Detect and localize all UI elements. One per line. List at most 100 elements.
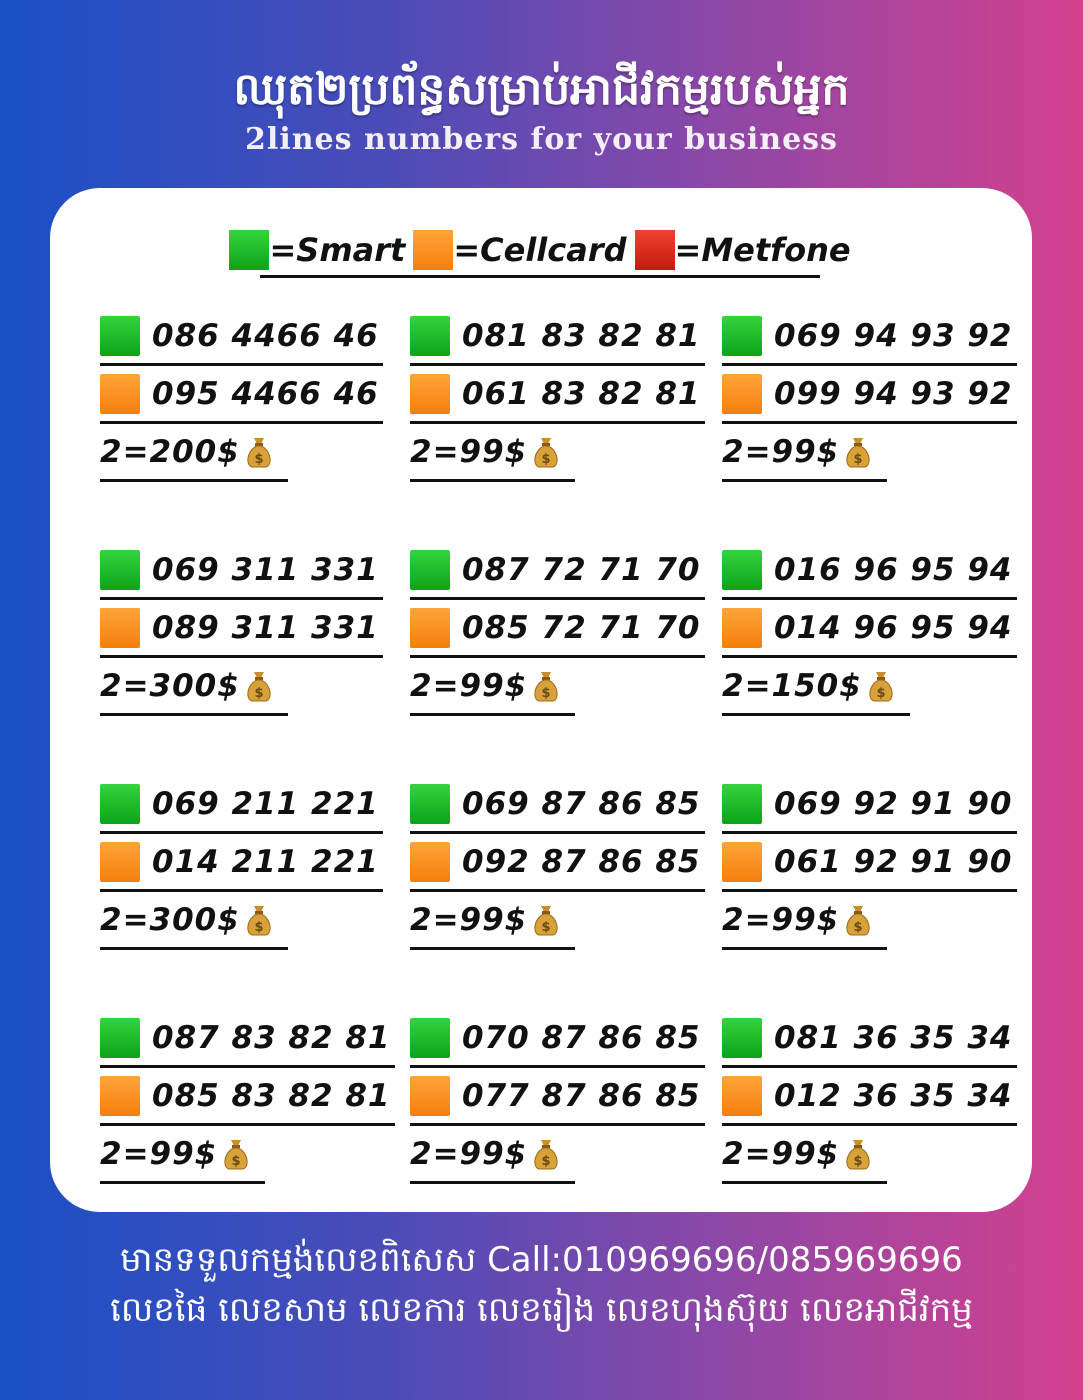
cellcard-number-line: 012 36 35 34 [722, 1068, 1017, 1126]
cellcard-number-line: 085 72 71 70 [410, 600, 705, 658]
green-square-icon [100, 783, 140, 824]
price: 2=300$ [100, 901, 240, 938]
price: 2=300$ [100, 667, 240, 704]
price: 2=99$ [722, 433, 840, 470]
svg-text:$: $ [854, 920, 863, 935]
money-bag-icon: $ [846, 437, 870, 467]
smart-number-line: 016 96 95 94 [722, 542, 1017, 600]
svg-text:$: $ [542, 452, 551, 467]
legend-smart: =Smart [229, 229, 406, 270]
green-square-icon [722, 783, 762, 824]
orange-square-icon [100, 841, 140, 882]
money-bag-icon: $ [869, 671, 893, 701]
green-square-icon [410, 783, 450, 824]
money-bag-icon: $ [247, 905, 271, 935]
money-bag-icon: $ [224, 1139, 248, 1169]
smart-number-line: 069 87 86 85 [410, 776, 705, 834]
price-line: 2=150$ $ [722, 658, 910, 716]
price: 2=99$ [410, 433, 528, 470]
svg-text:$: $ [542, 686, 551, 701]
footer-categories: លេខផៃ លេខសាម លេខការ លេខរៀង លេខហុងស៊ុយ លេ… [110, 1290, 973, 1330]
number-pair: 069 94 93 92 099 94 93 92 2=99$ $ [722, 308, 1017, 482]
price: 2=99$ [722, 1135, 840, 1172]
cellcard-number: 099 94 93 92 [774, 375, 1013, 412]
cellcard-number: 012 36 35 34 [774, 1077, 1013, 1114]
cellcard-number: 061 83 82 81 [462, 375, 701, 412]
number-pair: 081 83 82 81 061 83 82 81 2=99$ $ [410, 308, 705, 482]
smart-number: 069 211 221 [152, 785, 379, 822]
cellcard-number-line: 089 311 331 [100, 600, 383, 658]
smart-number: 069 311 331 [152, 551, 379, 588]
number-pair: 069 311 331 089 311 331 2=300$ $ [100, 542, 383, 716]
orange-square-icon [410, 607, 450, 648]
cellcard-number: 014 96 95 94 [774, 609, 1013, 646]
price: 2=99$ [410, 1135, 528, 1172]
money-bag-icon: $ [534, 905, 558, 935]
orange-square-icon [722, 607, 762, 648]
svg-text:$: $ [854, 452, 863, 467]
orange-square-icon [410, 373, 450, 414]
orange-square-icon [410, 1075, 450, 1116]
numbers-card: =Smart =Cellcard =Metfone 086 4466 46 095… [50, 188, 1032, 1212]
smart-number-line: 069 94 93 92 [722, 308, 1017, 366]
green-square-icon [410, 1017, 450, 1058]
money-bag-icon: $ [534, 1139, 558, 1169]
legend-label: =Smart [269, 230, 406, 269]
svg-text:$: $ [854, 1154, 863, 1169]
green-square-icon [100, 1017, 140, 1058]
number-pair: 070 87 86 85 077 87 86 85 2=99$ $ [410, 1010, 705, 1184]
cellcard-number: 095 4466 46 [152, 375, 379, 412]
smart-number-line: 069 211 221 [100, 776, 383, 834]
cellcard-number: 085 72 71 70 [462, 609, 701, 646]
legend-label: =Metfone [674, 230, 851, 269]
price-line: 2=200$ $ [100, 424, 288, 482]
red-square-icon [634, 229, 675, 270]
svg-text:$: $ [542, 1154, 551, 1169]
cellcard-number-line: 061 83 82 81 [410, 366, 705, 424]
smart-number: 069 94 93 92 [774, 317, 1013, 354]
number-pair: 016 96 95 94 014 96 95 94 2=150$ $ [722, 542, 1017, 716]
smart-number-line: 081 83 82 81 [410, 308, 705, 366]
cellcard-number-line: 092 87 86 85 [410, 834, 705, 892]
number-pair: 069 87 86 85 092 87 86 85 2=99$ $ [410, 776, 705, 950]
cellcard-number-line: 014 211 221 [100, 834, 383, 892]
green-square-icon [722, 1017, 762, 1058]
number-pair: 081 36 35 34 012 36 35 34 2=99$ $ [722, 1010, 1017, 1184]
green-square-icon [100, 549, 140, 590]
number-pair: 069 92 91 90 061 92 91 90 2=99$ $ [722, 776, 1017, 950]
cellcard-number-line: 061 92 91 90 [722, 834, 1017, 892]
number-pair: 087 72 71 70 085 72 71 70 2=99$ $ [410, 542, 705, 716]
cellcard-number: 061 92 91 90 [774, 843, 1013, 880]
svg-text:$: $ [876, 686, 885, 701]
smart-number: 069 92 91 90 [774, 785, 1013, 822]
smart-number-line: 069 92 91 90 [722, 776, 1017, 834]
price-line: 2=99$ $ [410, 1126, 576, 1184]
number-pair: 086 4466 46 095 4466 46 2=200$ $ [100, 308, 383, 482]
price-line: 2=99$ $ [722, 1126, 888, 1184]
cellcard-number-line: 085 83 82 81 [100, 1068, 395, 1126]
price: 2=150$ [722, 667, 862, 704]
price: 2=200$ [100, 433, 240, 470]
money-bag-icon: $ [534, 437, 558, 467]
price-line: 2=99$ $ [722, 424, 888, 482]
green-square-icon [410, 549, 450, 590]
money-bag-icon: $ [846, 1139, 870, 1169]
orange-square-icon [722, 841, 762, 882]
number-pair: 069 211 221 014 211 221 2=300$ $ [100, 776, 383, 950]
legend-metfone: =Metfone [634, 229, 851, 270]
orange-square-icon [100, 373, 140, 414]
cellcard-number-line: 077 87 86 85 [410, 1068, 705, 1126]
orange-square-icon [410, 841, 450, 882]
green-square-icon [722, 549, 762, 590]
smart-number: 086 4466 46 [152, 317, 379, 354]
smart-number-line: 069 311 331 [100, 542, 383, 600]
smart-number: 081 36 35 34 [774, 1019, 1013, 1056]
smart-number-line: 087 83 82 81 [100, 1010, 395, 1068]
title-khmer: ឈុត២ប្រព័ន្ធសម្រាប់អាជីវកម្មរបស់អ្នក [233, 64, 850, 115]
price-line: 2=300$ $ [100, 892, 288, 950]
green-square-icon [229, 229, 270, 270]
cellcard-number-line: 095 4466 46 [100, 366, 383, 424]
cellcard-number: 014 211 221 [152, 843, 379, 880]
money-bag-icon: $ [846, 905, 870, 935]
green-square-icon [100, 315, 140, 356]
